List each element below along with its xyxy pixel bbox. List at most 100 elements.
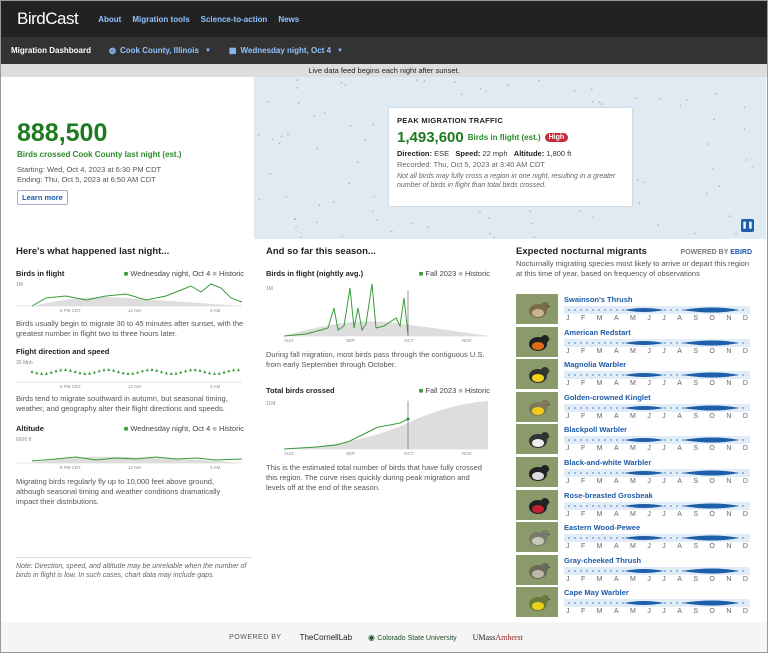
birdcast-logo[interactable]: BirdCast <box>17 9 79 29</box>
month-label: J <box>566 608 570 616</box>
migration-map[interactable] <box>254 77 766 239</box>
species-row[interactable]: American Redstart J F M A M J J A S O N D <box>516 326 752 359</box>
csu-logo[interactable]: ◉ Colorado State University <box>368 633 457 642</box>
month-label: F <box>580 543 586 551</box>
month-label: M <box>630 445 636 453</box>
month-label: F <box>580 478 586 485</box>
species-name[interactable]: American Redstart <box>564 327 631 337</box>
x-tick: OCT <box>404 451 414 456</box>
ebird-link[interactable]: EBIRD <box>730 249 752 256</box>
species-row[interactable]: Cape May Warbler J F M A M J J A S O N D <box>516 587 752 619</box>
learn-more-button[interactable]: Learn more <box>17 190 68 205</box>
historic-area <box>32 297 242 306</box>
species-name[interactable]: Rose-breasted Grosbeak <box>564 490 653 500</box>
current-line <box>31 283 243 307</box>
nav-link-about[interactable]: About <box>98 14 122 24</box>
chevron-down-icon: ▼ <box>204 47 211 54</box>
species-row[interactable]: Swainson's Thrush J F M A M J J A S O N D <box>516 294 752 326</box>
x-tick: SEP <box>346 451 355 456</box>
month-label: N <box>726 608 732 616</box>
species-name[interactable]: Cape May Warbler <box>564 588 629 598</box>
month-label: O <box>709 380 715 388</box>
x-tick: 3 AM <box>210 465 221 470</box>
month-label: O <box>709 608 715 616</box>
chart-legend: ■ Fall 2023 ■ Historic <box>418 269 490 278</box>
date-selector[interactable]: ▦ Wednesday night, Oct 4 ▼ <box>229 46 343 55</box>
month-label: A <box>677 347 682 355</box>
month-label: A <box>613 315 619 322</box>
birds-in-flight-chart[interactable]: 1M 8 PM CDT 12 AM 3 AM <box>16 278 244 314</box>
chart-legend: ■ Wednesday night, Oct 4 ■ Historic <box>123 424 244 433</box>
month-label: F <box>580 608 586 616</box>
species-row[interactable]: Black-and-white Warbler J F M A M J J A S O N D <box>516 457 752 489</box>
migrants-heading: Expected nocturnal migrants <box>516 246 647 257</box>
month-label: A <box>613 543 619 551</box>
umass-logo[interactable]: UMassAmherst <box>473 633 523 642</box>
month-label: J <box>662 347 666 355</box>
month-label: M <box>596 608 603 616</box>
current-line <box>283 418 409 450</box>
month-label: D <box>742 543 748 551</box>
species-name[interactable]: Gray-cheeked Thrush <box>564 555 642 565</box>
birds-in-flight-title-row: Birds in flight ■ Wednesday night, Oct 4 … <box>16 269 244 278</box>
cornell-text: TheCornellLab <box>299 632 353 642</box>
species-row[interactable]: Rose-breasted Grosbeak J F M A M J J A S O N D <box>516 489 752 522</box>
species-name[interactable]: Black-and-white Warbler <box>564 458 652 467</box>
altitude-description: Migrating birds regularly fly up to 10,0… <box>16 477 221 506</box>
month-label: M <box>596 380 603 388</box>
chart-legend: ■ Fall 2023 ■ Historic <box>418 386 490 395</box>
species-row[interactable]: Gray-cheeked Thrush J F M A M J J A S O N D <box>516 554 752 587</box>
month-label: M <box>596 478 603 485</box>
direction-speed-chart[interactable]: 30 Mph 8 PM CDT 12 AM 3 AM <box>16 356 244 390</box>
month-label: D <box>742 347 748 355</box>
species-row[interactable]: Blackpoll Warbler J F M A M J J A S O N D <box>516 424 752 456</box>
location-selector[interactable]: ◍ Cook County, Illinois ▼ <box>109 46 211 55</box>
altitude-chart[interactable]: 6000 ft 8 PM CDT 12 AM 3 AM <box>16 433 244 471</box>
direction-value: ESE <box>434 149 450 158</box>
month-label: M <box>596 543 603 551</box>
x-tick: 12 AM <box>128 308 141 313</box>
frequency-bar <box>564 403 750 412</box>
month-label: N <box>726 478 732 485</box>
month-label: J <box>566 347 570 355</box>
powered-by-ebird[interactable]: POWERED BY EBIRD <box>681 249 752 256</box>
species-name[interactable]: Eastern Wood-Pewee <box>564 523 641 533</box>
pause-icon[interactable]: ❚❚ <box>741 219 754 232</box>
month-label: M <box>630 380 636 388</box>
chevron-down-icon: ▼ <box>337 47 343 54</box>
x-tick: 8 PM CDT <box>60 465 81 470</box>
season-flight-chart[interactable]: 1M AUG SEP OCT NOV <box>266 278 490 344</box>
month-label: J <box>662 575 666 583</box>
cornell-lab-logo[interactable]: TheCornellLab <box>300 633 352 642</box>
species-name[interactable]: Magnolia Warbler <box>564 360 627 370</box>
nav-link-migration-tools[interactable]: Migration tools <box>132 14 190 24</box>
species-name[interactable]: Golden-crowned Kinglet <box>564 392 651 402</box>
nav-link-news[interactable]: News <box>278 14 300 24</box>
species-row[interactable]: Eastern Wood-Pewee J F M A M J J A S O N D <box>516 522 752 554</box>
species-row[interactable]: Golden-crowned Kinglet J F M A M J J A S O N D <box>516 391 752 424</box>
month-label: M <box>630 510 636 518</box>
month-label: J <box>647 575 651 583</box>
month-label: J <box>566 380 570 388</box>
season-flight-title-row: Birds in flight (nightly avg.) ■ Fall 202… <box>266 269 490 278</box>
peak-count-row: 1,493,600 Birds in flight (est.) High <box>397 129 624 146</box>
species-row[interactable]: Magnolia Warbler J F M A M J J A S O N D <box>516 359 752 391</box>
peak-recorded: Recorded: Thu, Oct 5, 2023 at 3:40 AM CD… <box>397 160 545 169</box>
month-label: A <box>613 510 619 518</box>
species-name[interactable]: Blackpoll Warbler <box>564 425 628 435</box>
altitude-title-row: Altitude ■ Wednesday night, Oct 4 ■ Histo… <box>16 424 244 433</box>
month-label: D <box>742 412 748 420</box>
month-label: D <box>742 478 748 485</box>
month-label: M <box>630 315 636 322</box>
month-label: J <box>566 543 570 551</box>
y-tick: 1M <box>266 286 273 292</box>
species-name[interactable]: Swainson's Thrush <box>564 295 633 304</box>
total-birds-chart[interactable]: 11M AUG SEP OCT NOV <box>266 395 490 457</box>
bird-photo <box>516 326 558 357</box>
season-flight-description: During fall migration, most birds pass t… <box>266 350 485 369</box>
start-time: Starting: Wed, Oct 4, 2023 at 6:30 PM CD… <box>17 165 162 174</box>
month-label: J <box>662 543 666 551</box>
nav-link-science-to-action[interactable]: Science-to-action <box>200 14 268 24</box>
